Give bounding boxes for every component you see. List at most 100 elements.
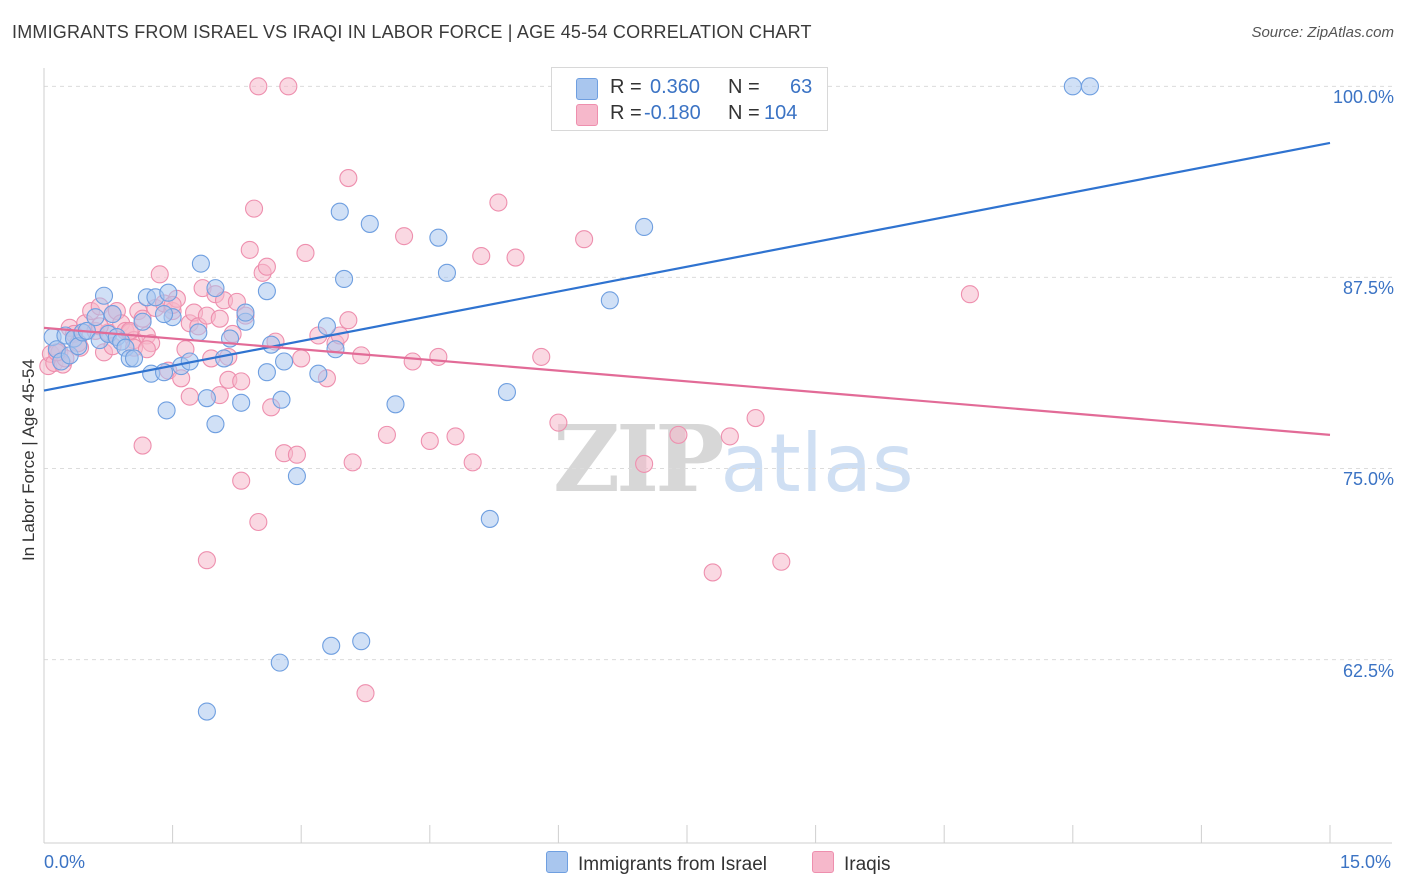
bottom-legend-swatch-israel [546, 851, 568, 873]
iraqi-point [356, 684, 375, 703]
iraqi-point [249, 512, 268, 532]
iraqi-point [240, 240, 259, 259]
israel-point [322, 636, 341, 655]
source-label: Source: ZipAtlas.com [1251, 24, 1394, 41]
iraqi-point [232, 471, 251, 490]
x-tick-max: 15.0% [1340, 852, 1392, 872]
israel-point [600, 291, 619, 310]
iraqi-point [446, 427, 465, 446]
iraqi-point [960, 285, 979, 304]
iraqi-point [720, 427, 739, 446]
israel-point [272, 390, 291, 409]
iraqi-point [420, 431, 439, 451]
israel-point [94, 286, 114, 305]
israel-point [326, 340, 345, 359]
israel-point [480, 509, 499, 528]
iraqi-point [575, 230, 594, 249]
legend-n-label: N = [728, 76, 760, 98]
legend-r-value: -0.180 [644, 102, 701, 124]
y-tick-75: 75.0% [1342, 469, 1394, 489]
iraqi-point [549, 413, 568, 432]
y-axis-label: In Labor Force | Age 45-54 [19, 359, 38, 561]
iraqi-point [133, 436, 152, 455]
israel-point [236, 303, 255, 322]
iraqi-point [339, 311, 358, 330]
x-tick-min: 0.0% [44, 852, 86, 872]
watermark-atlas: atlas [720, 417, 914, 510]
israel-point [257, 282, 276, 301]
iraqi-point [279, 77, 298, 96]
y-tick-100: 100.0% [1332, 87, 1394, 107]
iraqi-point [257, 257, 276, 276]
iraqi-point [292, 349, 311, 368]
israel-point [317, 317, 336, 336]
israel-point [335, 269, 354, 288]
iraqi-point [635, 454, 654, 473]
iraqi-point [403, 352, 422, 371]
israel-point [429, 228, 448, 247]
iraqi-point [287, 445, 306, 464]
israel-point [189, 323, 208, 342]
israel-point [257, 363, 276, 382]
legend-n-value: 63 [790, 76, 813, 98]
iraqi-trend-line [43, 326, 1331, 436]
iraqi-points [39, 77, 979, 703]
israel-point [386, 395, 405, 414]
iraqi-point [377, 425, 396, 444]
iraqi-point [197, 551, 216, 570]
israel-point [437, 263, 456, 282]
israel-point [214, 349, 234, 368]
iraqi-point [137, 340, 156, 359]
iraqi-point [244, 199, 264, 218]
iraqi-point [150, 265, 169, 284]
iraqi-point [532, 347, 551, 366]
israel-point [159, 283, 178, 302]
legend-n-value: 104 [764, 102, 798, 124]
israel-point [232, 393, 251, 412]
iraqi-point [472, 246, 491, 266]
israel-point [133, 312, 152, 331]
iraqi-point [669, 425, 688, 444]
y-tick-87-5: 87.5% [1342, 278, 1394, 298]
israel-point [360, 214, 379, 233]
iraqi-point [506, 248, 525, 267]
israel-point [197, 389, 216, 408]
watermark: ZIPatlas [553, 405, 914, 513]
israel-point [352, 632, 371, 651]
israel-point [154, 305, 174, 324]
iraqi-point [180, 387, 199, 406]
israel-trend-line [43, 141, 1331, 392]
y-tick-62-5: 62.5% [1342, 661, 1394, 681]
israel-point [330, 202, 349, 221]
iraqi-point [395, 227, 414, 246]
axes [43, 68, 1392, 844]
israel-point [197, 702, 216, 721]
israel-point [287, 467, 306, 486]
israel-point [206, 415, 225, 434]
bottom-legend-israel: Immigrants from Israel [546, 851, 767, 876]
israel-point [124, 349, 144, 368]
iraqi-point [343, 453, 362, 472]
israel-point [1080, 77, 1099, 96]
iraqi-point [249, 77, 268, 96]
israel-point [86, 308, 105, 327]
israel-point [191, 254, 210, 273]
iraqi-point [463, 453, 482, 472]
israel-point [157, 401, 176, 420]
bottom-legend-iraqi: Iraqis [812, 851, 890, 876]
iraqi-point [429, 347, 448, 366]
legend-r-label: R = [610, 102, 642, 124]
trend-lines [43, 141, 1331, 436]
legend-r-value: 0.360 [650, 76, 701, 98]
legend-swatch-iraqi [576, 104, 598, 126]
legend-n-label: N = [728, 102, 760, 124]
iraqi-point [296, 243, 315, 263]
israel-point [103, 305, 122, 324]
israel-point [206, 279, 225, 298]
iraqi-point [746, 408, 765, 428]
israel-point [275, 352, 294, 371]
israel-points [43, 77, 1099, 721]
bottom-legend-label-iraqi: Iraqis [844, 854, 891, 875]
legend-r-label: R = [610, 76, 642, 98]
